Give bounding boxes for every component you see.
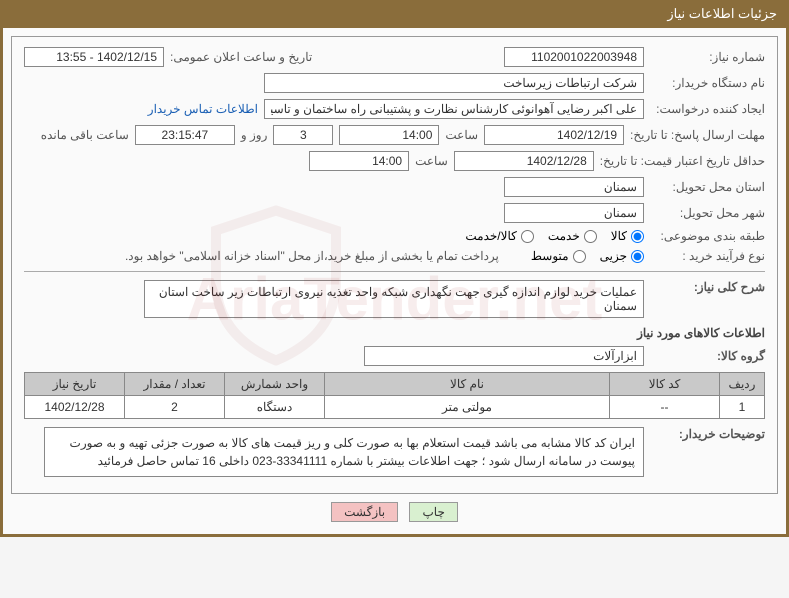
th-name: نام کالا — [325, 373, 610, 396]
form-panel: شماره نیاز: تاریخ و ساعت اعلان عمومی: نا… — [11, 36, 778, 494]
th-code: کد کالا — [610, 373, 720, 396]
time-label-1: ساعت — [445, 128, 478, 142]
cell-row: 1 — [720, 396, 765, 419]
need-no-label: شماره نیاز: — [650, 50, 765, 64]
main-frame: شماره نیاز: تاریخ و ساعت اعلان عمومی: نا… — [0, 28, 789, 537]
min-valid-label: حداقل تاریخ اعتبار قیمت: تا تاریخ: — [600, 154, 765, 168]
buyer-org-label: نام دستگاه خریدار: — [650, 76, 765, 90]
time-label-2: ساعت — [415, 154, 448, 168]
radio-both[interactable] — [521, 230, 534, 243]
cell-name: مولتی متر — [325, 396, 610, 419]
radio-service[interactable] — [584, 230, 597, 243]
countdown-field[interactable] — [135, 125, 235, 145]
cell-qty: 2 — [125, 396, 225, 419]
th-date: تاریخ نیاز — [25, 373, 125, 396]
table-row: 1 -- مولتی متر دستگاه 2 1402/12/28 — [25, 396, 765, 419]
payment-note: پرداخت تمام یا بخشی از مبلغ خرید،از محل … — [125, 249, 499, 263]
goods-table: ردیف کد کالا نام کالا واحد شمارش تعداد /… — [24, 372, 765, 419]
deadline-time-field[interactable] — [339, 125, 439, 145]
city-label: شهر محل تحویل: — [650, 206, 765, 220]
radio-medium[interactable] — [573, 250, 586, 263]
th-qty: تعداد / مقدار — [125, 373, 225, 396]
print-button[interactable]: چاپ — [409, 502, 457, 522]
overall-desc-field[interactable] — [144, 280, 644, 318]
radio-goods-label: کالا — [611, 229, 627, 243]
buyer-notes-box: ایران کد کالا مشابه می باشد قیمت استعلام… — [44, 427, 644, 477]
buyer-notes-label: توضیحات خریدار: — [650, 427, 765, 441]
radio-medium-label: متوسط — [531, 249, 569, 263]
goods-group-field[interactable] — [364, 346, 644, 366]
city-field[interactable] — [504, 203, 644, 223]
requester-field[interactable] — [264, 99, 644, 119]
buyer-contact-link[interactable]: اطلاعات تماس خریدار — [148, 102, 258, 116]
th-unit: واحد شمارش — [225, 373, 325, 396]
th-row: ردیف — [720, 373, 765, 396]
announce-field[interactable] — [24, 47, 164, 67]
category-radio-group: کالا خدمت کالا/خدمت — [465, 229, 644, 243]
radio-service-label: خدمت — [548, 229, 580, 243]
radio-partial[interactable] — [631, 250, 644, 263]
radio-goods[interactable] — [631, 230, 644, 243]
goods-group-label: گروه کالا: — [650, 349, 765, 363]
category-label: طبقه بندی موضوعی: — [650, 229, 765, 243]
page-title: جزئیات اطلاعات نیاز — [0, 0, 789, 28]
requester-label: ایجاد کننده درخواست: — [650, 102, 765, 116]
days-remain-label: روز و — [241, 128, 268, 142]
radio-partial-label: جزیی — [600, 249, 627, 263]
buyer-org-field[interactable] — [264, 73, 644, 93]
min-valid-date-field[interactable] — [454, 151, 594, 171]
announce-label: تاریخ و ساعت اعلان عمومی: — [170, 50, 312, 64]
divider-1 — [24, 271, 765, 272]
remain-label: ساعت باقی مانده — [41, 128, 129, 142]
province-label: استان محل تحویل: — [650, 180, 765, 194]
process-label: نوع فرآیند خرید : — [650, 249, 765, 263]
radio-both-label: کالا/خدمت — [465, 229, 516, 243]
min-valid-time-field[interactable] — [309, 151, 409, 171]
need-no-field[interactable] — [504, 47, 644, 67]
overall-label: شرح کلی نیاز: — [650, 280, 765, 294]
process-radio-group: جزیی متوسط — [531, 249, 644, 263]
back-button[interactable]: بازگشت — [331, 502, 398, 522]
deadline-date-field[interactable] — [484, 125, 624, 145]
province-field[interactable] — [504, 177, 644, 197]
button-row: چاپ بازگشت — [11, 494, 778, 526]
days-remain-field[interactable] — [273, 125, 333, 145]
goods-info-title: اطلاعات کالاهای مورد نیاز — [24, 326, 765, 340]
cell-date: 1402/12/28 — [25, 396, 125, 419]
cell-code: -- — [610, 396, 720, 419]
cell-unit: دستگاه — [225, 396, 325, 419]
deadline-label: مهلت ارسال پاسخ: تا تاریخ: — [630, 128, 765, 142]
